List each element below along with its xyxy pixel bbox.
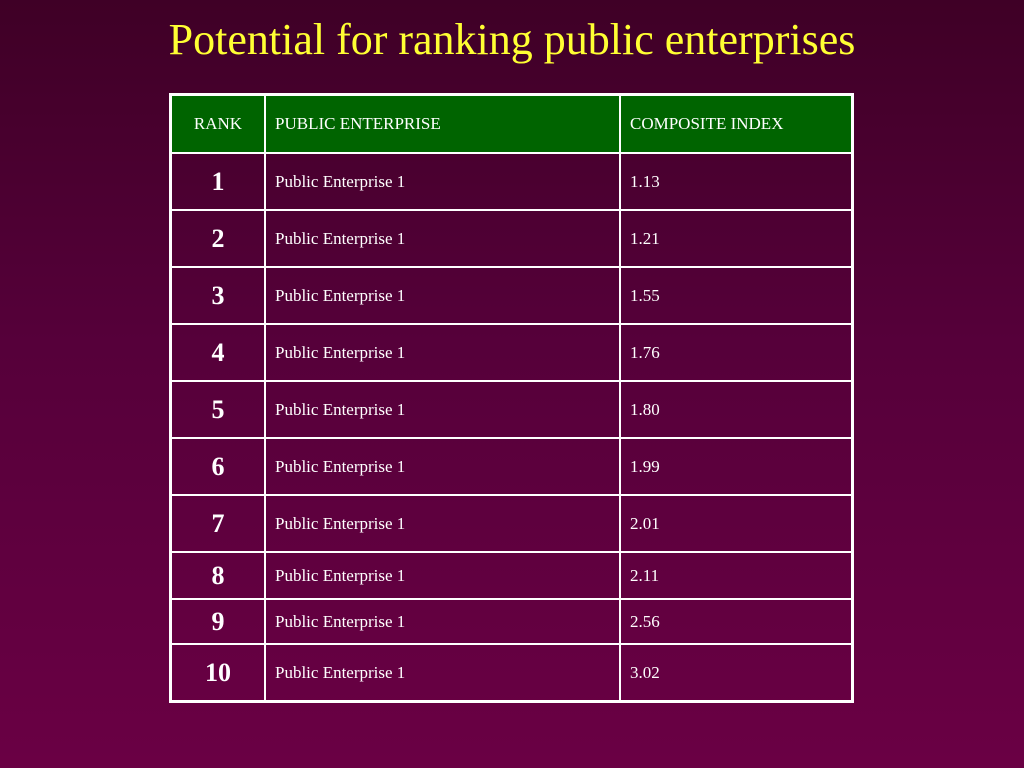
table-header-row: RANK PUBLIC ENTERPRISE COMPOSITE INDEX: [169, 93, 854, 154]
table-row: 8 Public Enterprise 1 2.11: [169, 551, 854, 600]
rank-cell: 9: [169, 598, 266, 645]
enterprise-cell: Public Enterprise 1: [264, 598, 621, 645]
ranking-table: RANK PUBLIC ENTERPRISE COMPOSITE INDEX 1…: [169, 93, 854, 703]
enterprise-cell: Public Enterprise 1: [264, 380, 621, 439]
slide-title: Potential for ranking public enterprises: [168, 15, 856, 64]
index-cell: 2.56: [619, 598, 854, 645]
index-cell: 1.99: [619, 437, 854, 496]
table-row: 4 Public Enterprise 1 1.76: [169, 323, 854, 382]
rank-cell: 2: [169, 209, 266, 268]
enterprise-cell: Public Enterprise 1: [264, 551, 621, 600]
enterprise-cell: Public Enterprise 1: [264, 494, 621, 553]
enterprise-cell: Public Enterprise 1: [264, 209, 621, 268]
index-cell: 3.02: [619, 643, 854, 703]
index-cell: 1.76: [619, 323, 854, 382]
index-cell: 2.11: [619, 551, 854, 600]
enterprise-cell: Public Enterprise 1: [264, 152, 621, 211]
rank-cell: 4: [169, 323, 266, 382]
header-composite-index: COMPOSITE INDEX: [619, 93, 854, 154]
table-row: 10 Public Enterprise 1 3.02: [169, 643, 854, 703]
table-row: 2 Public Enterprise 1 1.21: [169, 209, 854, 268]
header-public-enterprise: PUBLIC ENTERPRISE: [264, 93, 621, 154]
rank-cell: 7: [169, 494, 266, 553]
rank-cell: 10: [169, 643, 266, 703]
index-cell: 1.55: [619, 266, 854, 325]
index-cell: 1.13: [619, 152, 854, 211]
table-row: 5 Public Enterprise 1 1.80: [169, 380, 854, 439]
enterprise-cell: Public Enterprise 1: [264, 266, 621, 325]
rank-cell: 1: [169, 152, 266, 211]
table-row: 7 Public Enterprise 1 2.01: [169, 494, 854, 553]
rank-cell: 3: [169, 266, 266, 325]
table-row: 3 Public Enterprise 1 1.55: [169, 266, 854, 325]
index-cell: 1.21: [619, 209, 854, 268]
enterprise-cell: Public Enterprise 1: [264, 643, 621, 703]
rank-cell: 8: [169, 551, 266, 600]
enterprise-cell: Public Enterprise 1: [264, 323, 621, 382]
table-row: 6 Public Enterprise 1 1.99: [169, 437, 854, 496]
header-rank: RANK: [169, 93, 266, 154]
rank-cell: 5: [169, 380, 266, 439]
rank-cell: 6: [169, 437, 266, 496]
index-cell: 1.80: [619, 380, 854, 439]
table-row: 1 Public Enterprise 1 1.13: [169, 152, 854, 211]
enterprise-cell: Public Enterprise 1: [264, 437, 621, 496]
table-row: 9 Public Enterprise 1 2.56: [169, 598, 854, 645]
index-cell: 2.01: [619, 494, 854, 553]
